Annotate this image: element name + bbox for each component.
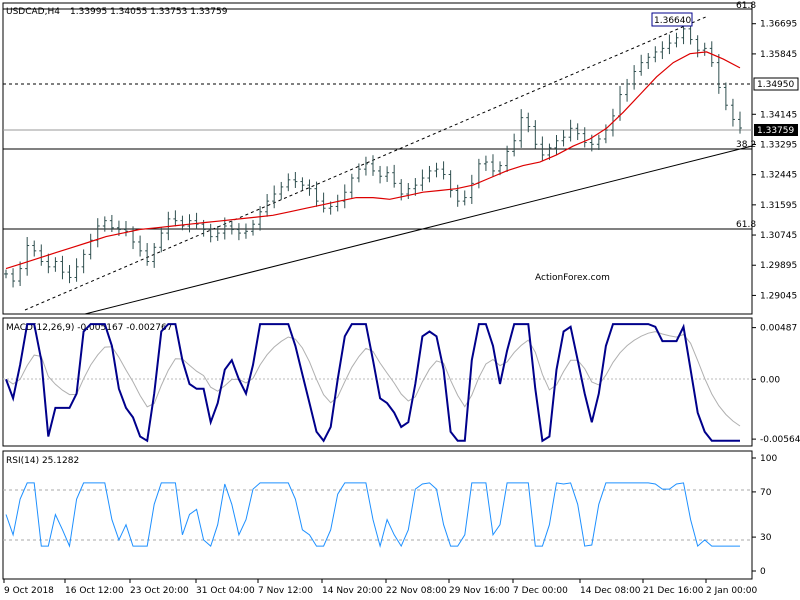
fib-label-top: 61.8 xyxy=(736,1,756,11)
x-axis: 9 Oct 2018 16 Oct 12:00 23 Oct 20:00 31 Oct… xyxy=(3,579,758,596)
level-price-label: 1.34950 xyxy=(757,80,794,90)
current-price-box xyxy=(754,124,798,136)
high-callout-box xyxy=(651,12,693,27)
rsi-tick-label: 0 xyxy=(760,567,766,577)
price-tick-label: 1.35845 xyxy=(760,50,797,60)
rsi-line xyxy=(5,482,740,549)
current-price-label: 1.33759 xyxy=(757,126,794,136)
x-tick-label: 7 Dec 00:00 xyxy=(513,586,568,596)
macd-title: MACD(12,26,9) -0.005167 -0.002767 xyxy=(6,323,172,333)
price-panel xyxy=(2,2,753,315)
rsi-tick-label: 30 xyxy=(760,533,772,543)
price-tick-label: 1.32445 xyxy=(760,171,797,181)
rsi-panel xyxy=(2,450,753,580)
x-tick-label: 22 Nov 08:00 xyxy=(386,586,447,596)
moving-average-line xyxy=(5,51,741,270)
macd-signal-line xyxy=(5,331,741,427)
price-tick-label: 1.33295 xyxy=(760,140,797,150)
rsi-y-axis: 100 70 30 0 xyxy=(752,454,777,577)
rsi-tick-label: 70 xyxy=(760,488,772,498)
rsi-tick-label: 100 xyxy=(760,454,777,464)
macd-tick-label: 0.00 xyxy=(760,375,780,385)
price-tick-label: 1.34145 xyxy=(760,110,797,120)
price-tick-label: 1.31595 xyxy=(760,201,797,211)
price-bars xyxy=(4,21,742,288)
price-tick-label: 1.30745 xyxy=(760,231,797,241)
x-tick-label: 29 Nov 16:00 xyxy=(449,586,510,596)
ohlc-readout: 1.33995 1.34055 1.33753 1.33759 xyxy=(70,7,228,17)
x-tick-label: 23 Oct 20:00 xyxy=(130,586,189,596)
macd-tick-label: 0.00487 xyxy=(760,324,797,334)
symbol-label: USDCAD,H4 xyxy=(6,7,60,17)
fib-label-low: 61.8 xyxy=(736,220,756,230)
x-tick-label: 2 Jan 00:00 xyxy=(706,586,758,596)
price-y-axis: 1.36695 1.35845 1.34145 1.33295 1.32445 1.315… xyxy=(752,20,797,301)
macd-main-line xyxy=(5,323,740,443)
level-price-box xyxy=(753,77,799,91)
high-callout-label: 1.36640 xyxy=(654,16,691,26)
fib-label-mid: 38.2 xyxy=(736,140,756,150)
x-tick-label: 14 Nov 20:00 xyxy=(322,586,383,596)
x-tick-label: 21 Dec 16:00 xyxy=(643,586,704,596)
price-tick-label: 1.36695 xyxy=(760,20,797,30)
rising-trend-line xyxy=(84,145,753,315)
rsi-title: RSI(14) 25.1282 xyxy=(6,456,79,466)
x-tick-label: 9 Oct 2018 xyxy=(4,586,54,596)
x-tick-label: 31 Oct 04:00 xyxy=(196,586,255,596)
x-tick-label: 16 Oct 12:00 xyxy=(65,586,124,596)
macd-y-axis: 0.00487 0.00 -0.005645 xyxy=(752,324,800,445)
price-tick-label: 1.29045 xyxy=(760,291,797,301)
x-tick-label: 7 Nov 12:00 xyxy=(258,586,313,596)
watermark: ActionForex.com xyxy=(535,273,610,283)
channel-dashed-line xyxy=(24,15,709,311)
macd-tick-label: -0.005645 xyxy=(760,435,800,445)
price-tick-label: 1.29895 xyxy=(760,261,797,271)
x-tick-label: 14 Dec 08:00 xyxy=(580,586,641,596)
